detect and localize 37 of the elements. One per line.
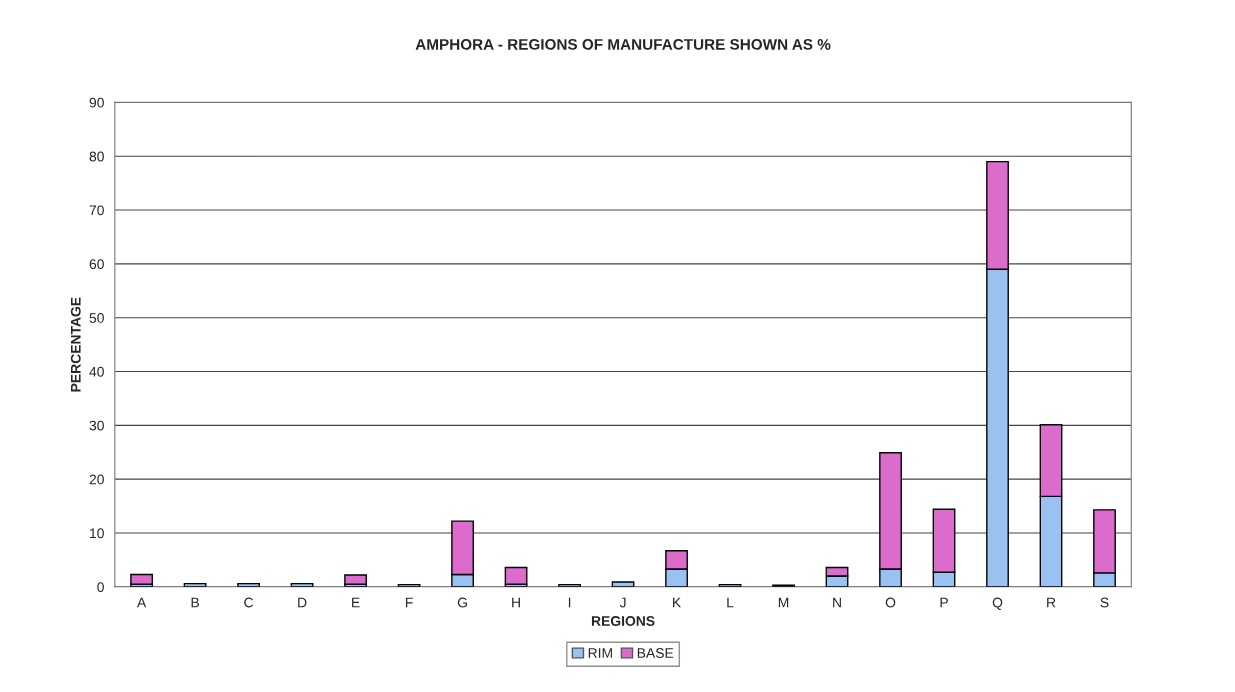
x-tick-label: P: [940, 597, 948, 608]
x-tick-label: F: [405, 597, 413, 608]
legend-label: BASE: [637, 648, 674, 658]
chart-title: AMPHORA - REGIONS OF MANUFACTURE SHOWN AS %: [415, 38, 831, 50]
x-tick-label: H: [512, 597, 520, 608]
y-tick-label: 30: [89, 420, 104, 431]
y-tick-label: 0: [97, 582, 104, 592]
x-tick-label: G: [457, 597, 467, 608]
y-tick-label: 10: [90, 528, 104, 539]
x-tick-label: L: [727, 597, 734, 608]
legend-label: RIM: [588, 648, 612, 658]
y-tick-label: 20: [89, 474, 104, 485]
x-tick-label: I: [568, 597, 571, 608]
x-tick-label: S: [1100, 597, 1109, 608]
y-tick-label: 70: [89, 205, 104, 216]
x-tick-label: D: [298, 597, 307, 608]
x-tick-label: Q: [992, 597, 1003, 610]
bar: [344, 574, 367, 585]
x-tick-label: N: [833, 597, 841, 608]
y-tick-label: 50: [89, 313, 104, 323]
y-tick-label: 80: [89, 151, 104, 162]
x-tick-label: R: [1047, 597, 1056, 608]
x-tick-label: O: [885, 597, 896, 608]
x-tick-label: B: [191, 597, 199, 608]
bar: [130, 573, 153, 585]
y-tick-label: 60: [89, 259, 104, 270]
x-tick-label: M: [778, 597, 789, 608]
y-tick-label: 40: [89, 366, 104, 377]
x-tick-label: C: [244, 597, 254, 608]
x-axis-title: REGIONS: [591, 616, 655, 626]
x-tick-label: K: [673, 597, 682, 608]
x-tick-label: J: [619, 597, 626, 608]
bar: [504, 566, 528, 585]
x-tick-label: E: [352, 597, 360, 608]
x-tick-label: A: [137, 597, 147, 608]
y-axis-title: PERCENTAGE: [70, 297, 81, 392]
y-tick-label: 90: [89, 97, 104, 108]
